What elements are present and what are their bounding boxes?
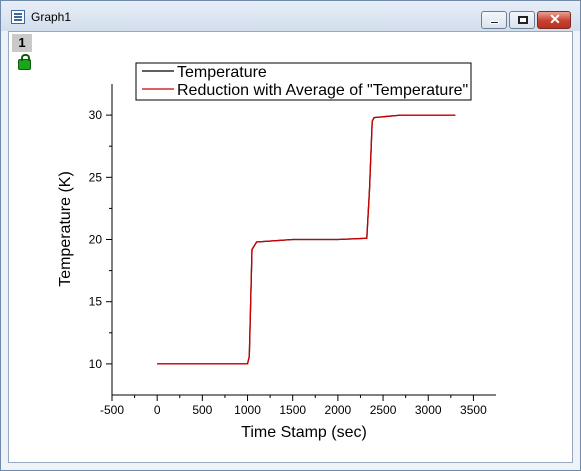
y-tick-label: 25 xyxy=(89,170,103,184)
lock-icon[interactable] xyxy=(18,54,31,70)
minimize-button[interactable] xyxy=(481,11,507,29)
restore-button[interactable] xyxy=(509,11,535,29)
restore-icon xyxy=(518,16,528,24)
graph-page[interactable]: 1 -500 0 500 1000 1500 2000 2500 3000 3500 10 15 20… xyxy=(8,31,573,463)
title-bar[interactable]: Graph1 ✕ xyxy=(1,1,580,31)
window-title: Graph1 xyxy=(31,10,72,24)
x-tick-label: 3500 xyxy=(460,403,487,417)
series-line-2 xyxy=(157,114,456,365)
x-axis-label: Time Stamp (sec) xyxy=(241,424,367,441)
close-icon: ✕ xyxy=(549,11,561,27)
axes: -500 0 500 1000 1500 2000 2500 3000 3500 10 15 20 25… xyxy=(89,84,496,417)
y-tick-label: 20 xyxy=(89,233,103,247)
graph-window-icon[interactable] xyxy=(11,10,25,24)
close-button[interactable]: ✕ xyxy=(537,11,571,29)
y-axis-label: Temperature (K) xyxy=(57,171,74,287)
legend-box xyxy=(135,62,472,101)
x-tick-label: 3000 xyxy=(415,403,442,417)
y-tick-label: 10 xyxy=(89,357,103,371)
x-tick-label: 0 xyxy=(154,403,161,417)
x-tick-label: 2000 xyxy=(325,403,352,417)
legend-label-2: Reduction with Average of "Temperature" xyxy=(177,82,468,99)
minimize-icon xyxy=(490,21,499,24)
x-tick-label: 500 xyxy=(192,403,212,417)
x-tick-label: -500 xyxy=(100,403,124,417)
legend-label-1: Temperature xyxy=(177,64,267,81)
y-tick-label: 30 xyxy=(89,108,103,122)
x-tick-label: 1000 xyxy=(234,403,261,417)
layer-tab-1[interactable]: 1 xyxy=(12,34,32,52)
x-tick-label: 1500 xyxy=(279,403,306,417)
chart[interactable]: -500 0 500 1000 1500 2000 2500 3000 3500 10 15 20 25… xyxy=(9,32,572,462)
plot-area xyxy=(157,114,456,365)
x-tick-label: 2500 xyxy=(370,403,397,417)
y-tick-label: 15 xyxy=(89,295,103,309)
